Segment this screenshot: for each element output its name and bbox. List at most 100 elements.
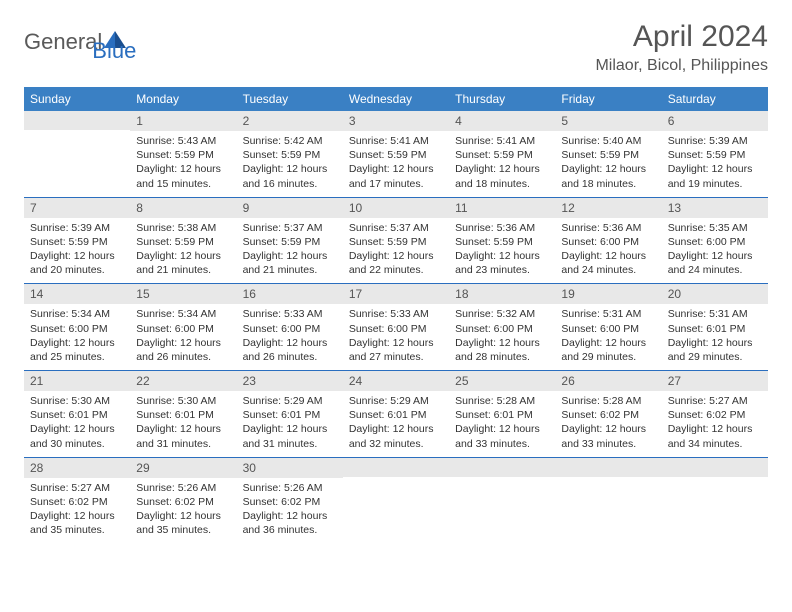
sunrise-line: Sunrise: 5:28 AM bbox=[455, 394, 549, 408]
daylight-line: Daylight: 12 hours and 27 minutes. bbox=[349, 336, 443, 364]
sunset-line: Sunset: 6:01 PM bbox=[243, 408, 337, 422]
day-content: Sunrise: 5:29 AMSunset: 6:01 PMDaylight:… bbox=[343, 391, 449, 457]
day-content: Sunrise: 5:33 AMSunset: 6:00 PMDaylight:… bbox=[343, 304, 449, 370]
weekday-header-row: SundayMondayTuesdayWednesdayThursdayFrid… bbox=[24, 87, 768, 111]
sunrise-line: Sunrise: 5:27 AM bbox=[30, 481, 124, 495]
day-number: 3 bbox=[343, 111, 449, 131]
sunset-line: Sunset: 6:01 PM bbox=[455, 408, 549, 422]
day-content: Sunrise: 5:43 AMSunset: 5:59 PMDaylight:… bbox=[130, 131, 236, 197]
sunrise-line: Sunrise: 5:30 AM bbox=[30, 394, 124, 408]
day-cell: 30Sunrise: 5:26 AMSunset: 6:02 PMDayligh… bbox=[237, 458, 343, 544]
day-cell: 17Sunrise: 5:33 AMSunset: 6:00 PMDayligh… bbox=[343, 284, 449, 371]
day-number: 9 bbox=[237, 198, 343, 218]
day-cell: 1Sunrise: 5:43 AMSunset: 5:59 PMDaylight… bbox=[130, 111, 236, 198]
month-title: April 2024 bbox=[595, 20, 768, 53]
sunset-line: Sunset: 6:02 PM bbox=[136, 495, 230, 509]
day-content: Sunrise: 5:26 AMSunset: 6:02 PMDaylight:… bbox=[130, 478, 236, 544]
day-number: 6 bbox=[662, 111, 768, 131]
day-content: Sunrise: 5:31 AMSunset: 6:00 PMDaylight:… bbox=[555, 304, 661, 370]
daylight-line: Daylight: 12 hours and 20 minutes. bbox=[30, 249, 124, 277]
sunrise-line: Sunrise: 5:31 AM bbox=[668, 307, 762, 321]
day-cell: 3Sunrise: 5:41 AMSunset: 5:59 PMDaylight… bbox=[343, 111, 449, 198]
sunrise-line: Sunrise: 5:36 AM bbox=[455, 221, 549, 235]
sunset-line: Sunset: 5:59 PM bbox=[136, 148, 230, 162]
sunset-line: Sunset: 6:00 PM bbox=[243, 322, 337, 336]
day-cell: 2Sunrise: 5:42 AMSunset: 5:59 PMDaylight… bbox=[237, 111, 343, 198]
sunrise-line: Sunrise: 5:38 AM bbox=[136, 221, 230, 235]
day-content: Sunrise: 5:38 AMSunset: 5:59 PMDaylight:… bbox=[130, 218, 236, 284]
daylight-line: Daylight: 12 hours and 21 minutes. bbox=[243, 249, 337, 277]
day-number: 5 bbox=[555, 111, 661, 131]
day-content: Sunrise: 5:39 AMSunset: 5:59 PMDaylight:… bbox=[662, 131, 768, 197]
day-content: Sunrise: 5:29 AMSunset: 6:01 PMDaylight:… bbox=[237, 391, 343, 457]
calendar-body: 1Sunrise: 5:43 AMSunset: 5:59 PMDaylight… bbox=[24, 111, 768, 544]
weekday-header: Saturday bbox=[662, 87, 768, 111]
daylight-line: Daylight: 12 hours and 32 minutes. bbox=[349, 422, 443, 450]
sunrise-line: Sunrise: 5:33 AM bbox=[243, 307, 337, 321]
day-content: Sunrise: 5:28 AMSunset: 6:02 PMDaylight:… bbox=[555, 391, 661, 457]
day-content: Sunrise: 5:34 AMSunset: 6:00 PMDaylight:… bbox=[130, 304, 236, 370]
day-cell: 19Sunrise: 5:31 AMSunset: 6:00 PMDayligh… bbox=[555, 284, 661, 371]
sunset-line: Sunset: 5:59 PM bbox=[30, 235, 124, 249]
sunrise-line: Sunrise: 5:42 AM bbox=[243, 134, 337, 148]
day-number: 14 bbox=[24, 284, 130, 304]
day-number: 10 bbox=[343, 198, 449, 218]
sunset-line: Sunset: 5:59 PM bbox=[243, 148, 337, 162]
sunrise-line: Sunrise: 5:28 AM bbox=[561, 394, 655, 408]
day-content: Sunrise: 5:34 AMSunset: 6:00 PMDaylight:… bbox=[24, 304, 130, 370]
day-content: Sunrise: 5:27 AMSunset: 6:02 PMDaylight:… bbox=[662, 391, 768, 457]
sunset-line: Sunset: 6:02 PM bbox=[243, 495, 337, 509]
sunset-line: Sunset: 6:01 PM bbox=[668, 322, 762, 336]
empty-day-cell bbox=[662, 458, 768, 544]
daylight-line: Daylight: 12 hours and 29 minutes. bbox=[561, 336, 655, 364]
day-cell: 8Sunrise: 5:38 AMSunset: 5:59 PMDaylight… bbox=[130, 198, 236, 285]
sunrise-line: Sunrise: 5:34 AM bbox=[136, 307, 230, 321]
sunset-line: Sunset: 5:59 PM bbox=[455, 235, 549, 249]
day-cell: 11Sunrise: 5:36 AMSunset: 5:59 PMDayligh… bbox=[449, 198, 555, 285]
daylight-line: Daylight: 12 hours and 35 minutes. bbox=[30, 509, 124, 537]
day-cell: 4Sunrise: 5:41 AMSunset: 5:59 PMDaylight… bbox=[449, 111, 555, 198]
sunset-line: Sunset: 6:02 PM bbox=[561, 408, 655, 422]
empty-day-number-bar bbox=[449, 458, 555, 477]
daylight-line: Daylight: 12 hours and 16 minutes. bbox=[243, 162, 337, 190]
sunrise-line: Sunrise: 5:37 AM bbox=[243, 221, 337, 235]
location-text: Milaor, Bicol, Philippines bbox=[595, 57, 768, 75]
sunrise-line: Sunrise: 5:26 AM bbox=[136, 481, 230, 495]
day-cell: 10Sunrise: 5:37 AMSunset: 5:59 PMDayligh… bbox=[343, 198, 449, 285]
day-number: 19 bbox=[555, 284, 661, 304]
daylight-line: Daylight: 12 hours and 28 minutes. bbox=[455, 336, 549, 364]
sunset-line: Sunset: 5:59 PM bbox=[561, 148, 655, 162]
day-number: 20 bbox=[662, 284, 768, 304]
sunset-line: Sunset: 6:00 PM bbox=[349, 322, 443, 336]
sunset-line: Sunset: 6:01 PM bbox=[349, 408, 443, 422]
day-cell: 12Sunrise: 5:36 AMSunset: 6:00 PMDayligh… bbox=[555, 198, 661, 285]
day-number: 18 bbox=[449, 284, 555, 304]
empty-day-cell bbox=[555, 458, 661, 544]
day-number: 26 bbox=[555, 371, 661, 391]
day-cell: 7Sunrise: 5:39 AMSunset: 5:59 PMDaylight… bbox=[24, 198, 130, 285]
day-number: 13 bbox=[662, 198, 768, 218]
day-content: Sunrise: 5:33 AMSunset: 6:00 PMDaylight:… bbox=[237, 304, 343, 370]
sunset-line: Sunset: 6:02 PM bbox=[668, 408, 762, 422]
day-content: Sunrise: 5:31 AMSunset: 6:01 PMDaylight:… bbox=[662, 304, 768, 370]
day-cell: 20Sunrise: 5:31 AMSunset: 6:01 PMDayligh… bbox=[662, 284, 768, 371]
day-cell: 9Sunrise: 5:37 AMSunset: 5:59 PMDaylight… bbox=[237, 198, 343, 285]
page-header: General Blue April 2024 Milaor, Bicol, P… bbox=[24, 20, 768, 75]
daylight-line: Daylight: 12 hours and 33 minutes. bbox=[455, 422, 549, 450]
sunset-line: Sunset: 5:59 PM bbox=[136, 235, 230, 249]
daylight-line: Daylight: 12 hours and 21 minutes. bbox=[136, 249, 230, 277]
daylight-line: Daylight: 12 hours and 29 minutes. bbox=[668, 336, 762, 364]
day-number: 16 bbox=[237, 284, 343, 304]
weekday-header: Wednesday bbox=[343, 87, 449, 111]
weekday-header: Sunday bbox=[24, 87, 130, 111]
sunset-line: Sunset: 6:01 PM bbox=[30, 408, 124, 422]
daylight-line: Daylight: 12 hours and 30 minutes. bbox=[30, 422, 124, 450]
day-number: 25 bbox=[449, 371, 555, 391]
empty-day-cell bbox=[449, 458, 555, 544]
title-block: April 2024 Milaor, Bicol, Philippines bbox=[595, 20, 768, 75]
empty-day-number-bar bbox=[24, 111, 130, 130]
day-cell: 6Sunrise: 5:39 AMSunset: 5:59 PMDaylight… bbox=[662, 111, 768, 198]
daylight-line: Daylight: 12 hours and 18 minutes. bbox=[455, 162, 549, 190]
day-number: 27 bbox=[662, 371, 768, 391]
weekday-header: Tuesday bbox=[237, 87, 343, 111]
